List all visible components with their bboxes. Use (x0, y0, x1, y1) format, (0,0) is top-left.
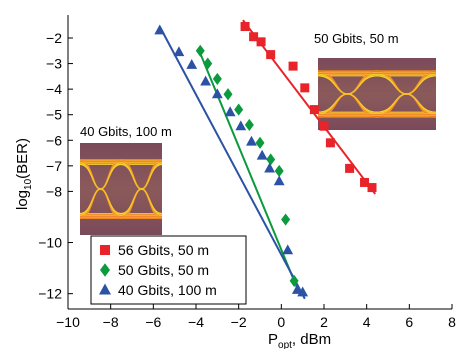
eye-diagram-56-50-image (317, 58, 437, 130)
annotation-eye-50-50: 50 Gbits, 50 m (314, 31, 399, 46)
data-point-series-0 (266, 50, 276, 60)
annotation-eye-40-100: 40 Gbits, 100 m (80, 124, 172, 139)
legend-box (90, 235, 247, 305)
data-point-series-2 (246, 135, 257, 146)
y-tick-label: −5 (46, 107, 62, 123)
data-point-series-0 (319, 121, 329, 131)
data-point-series-1 (255, 136, 265, 149)
data-point-series-2 (154, 24, 166, 35)
data-point-series-0 (367, 183, 377, 193)
legend: 56 Gbits, 50 m 50 Gbits, 50 m 40 Gbits, 10… (90, 235, 247, 305)
data-point-series-1 (266, 153, 276, 166)
x-tick-label: 0 (277, 314, 285, 330)
legend-marker-0 (100, 245, 110, 255)
y-tick-label: −7 (46, 158, 62, 174)
x-tick-label: −4 (188, 314, 204, 330)
legend-marker-2 (99, 283, 111, 295)
legend-marker-1 (100, 263, 110, 277)
x-tick-label: 4 (363, 314, 371, 330)
y-tick-label: −8 (46, 183, 62, 199)
data-point-series-0 (309, 105, 319, 115)
x-tick-label: −6 (145, 314, 161, 330)
y-tick-label: −6 (46, 132, 62, 148)
data-point-series-2 (186, 59, 198, 69)
data-point-series-0 (345, 163, 355, 173)
data-point-series-0 (360, 177, 370, 187)
legend-label-1: 50 Gbits, 50 m (118, 262, 209, 278)
data-point-series-2 (224, 106, 236, 117)
y-axis-label: log10(BER) (14, 138, 34, 210)
x-tick-label: 8 (448, 314, 456, 330)
x-tick-label: −2 (231, 314, 247, 330)
legend-label-0: 56 Gbits, 50 m (118, 242, 209, 258)
y-tick-label: −10 (38, 235, 62, 251)
data-point-series-0 (300, 83, 310, 93)
x-axis-label-unit: , dBm (292, 331, 331, 348)
data-point-series-1 (223, 88, 233, 101)
fit-line-series-2 (158, 26, 306, 300)
y-axis-label-main: log (14, 190, 31, 210)
data-point-series-2 (200, 75, 211, 86)
data-point-series-0 (256, 37, 266, 47)
data-point-series-1 (244, 118, 254, 132)
data-point-series-2 (273, 175, 285, 186)
x-axis-label-sub: opt (278, 340, 292, 349)
data-point-series-2 (282, 244, 294, 255)
y-tick-label: −4 (46, 81, 62, 97)
data-point-series-2 (264, 162, 275, 173)
data-point-series-1 (274, 164, 284, 178)
y-tick-label: −3 (46, 56, 62, 72)
x-axis-label-main: P (268, 331, 278, 348)
data-point-series-0 (288, 61, 298, 71)
data-point-series-2 (211, 88, 223, 99)
x-tick-label: −8 (103, 314, 119, 330)
data-point-series-1 (195, 44, 205, 57)
data-point-series-2 (256, 149, 268, 160)
data-point-series-1 (203, 57, 213, 70)
data-point-series-0 (325, 138, 335, 148)
x-tick-label: 2 (320, 314, 328, 330)
data-point-series-1 (234, 103, 244, 116)
legend-label-2: 40 Gbits, 100 m (118, 282, 217, 298)
data-point-series-2 (235, 120, 247, 131)
fit-line-series-1 (197, 47, 300, 292)
data-point-series-1 (289, 274, 299, 287)
data-point-series-0 (240, 22, 250, 32)
x-tick-label: 6 (405, 314, 413, 330)
y-tick-label: −12 (38, 286, 62, 302)
x-axis-label: Popt, dBm (268, 331, 331, 349)
y-tick-label: −2 (46, 30, 62, 46)
x-tick-label: −10 (56, 314, 80, 330)
y-axis-label-sub: 10 (23, 178, 34, 190)
y-axis-label-rest: (BER) (14, 138, 31, 179)
data-point-series-0 (249, 32, 259, 42)
data-point-series-2 (297, 286, 309, 297)
data-point-series-1 (281, 213, 291, 226)
data-point-series-1 (212, 72, 222, 85)
eye-diagram-40-100-image (79, 143, 163, 235)
data-point-series-2 (173, 46, 185, 57)
